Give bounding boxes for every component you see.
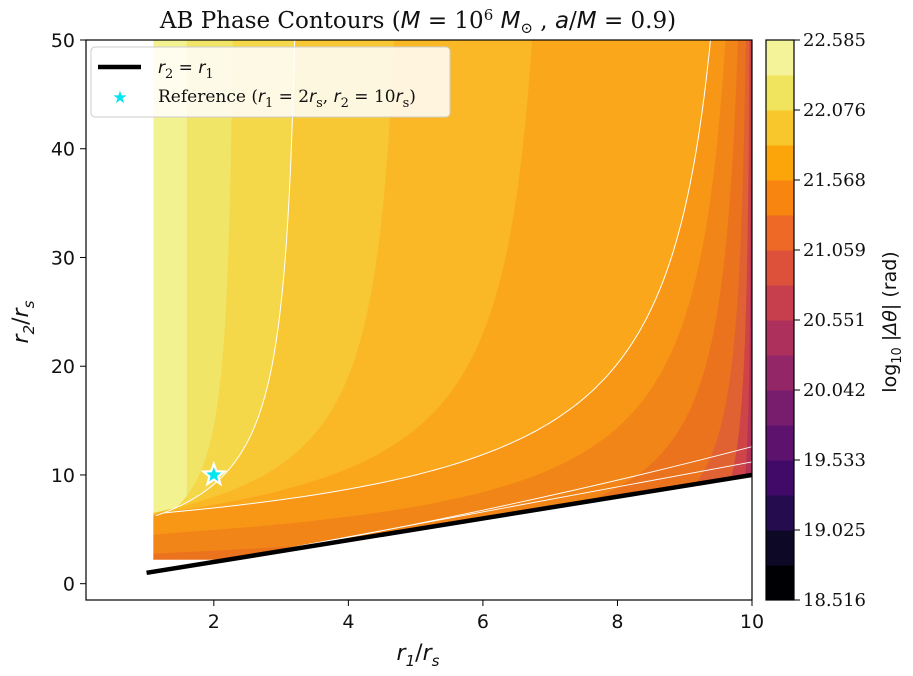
colorbar-level-0 <box>766 565 794 601</box>
y-tick-label: 0 <box>63 574 75 596</box>
colorbar-tick-label: 22.585 <box>803 30 866 51</box>
colorbar-tick-label: 21.568 <box>803 170 866 191</box>
colorbar-ticks: 18.516 19.025 19.533 20.042 20.551 21.059 21.5… <box>794 30 866 611</box>
chart-title: AB Phase Contours (M = 106 M⊙ , a/M = 0.… <box>159 6 676 37</box>
colorbar-tick-label: 19.025 <box>803 520 866 541</box>
colorbar-level-9 <box>766 250 794 286</box>
colorbar-level-7 <box>766 320 794 356</box>
plot-frame <box>85 39 753 601</box>
colorbar-tick-label: 20.551 <box>803 310 866 331</box>
colorbar-level-6 <box>766 355 794 391</box>
colorbar-level-5 <box>766 390 794 426</box>
y-tick-label: 20 <box>51 356 75 378</box>
contour-line-1 <box>163 40 712 514</box>
contour-bands <box>86 40 752 600</box>
x-tick-label: 4 <box>342 611 354 633</box>
colorbar-level-2 <box>766 495 794 531</box>
colorbar-level-4 <box>766 425 794 461</box>
colorbar-level-13 <box>766 110 794 146</box>
legend-entry-diagonal: r2 = r1 <box>158 58 214 82</box>
below-diagonal-mask <box>86 474 752 600</box>
colorbar-tick-label: 21.059 <box>803 240 866 261</box>
colorbar-tick-label: 20.042 <box>803 380 866 401</box>
y-tick-label: 30 <box>51 247 75 269</box>
colorbar-tick-label: 22.076 <box>803 100 866 121</box>
colorbar-level-11 <box>766 180 794 216</box>
legend-star-swatch: ★ <box>112 88 127 108</box>
x-tick-label: 10 <box>740 611 764 633</box>
y-axis-label: r2/rs <box>9 300 38 343</box>
y-tick-label: 10 <box>51 465 75 487</box>
legend-box <box>90 46 451 118</box>
colorbar-level-8 <box>766 285 794 321</box>
reference-star-marker <box>200 460 228 487</box>
contour-band-6 <box>146 40 752 573</box>
colorbar-level-14 <box>766 75 794 111</box>
colorbar-label: log10 |Δθ| (rad) <box>879 251 905 392</box>
colorbar-tick-label: 19.533 <box>803 450 866 471</box>
x-tick-label: 6 <box>477 611 489 633</box>
x-axis-label: r1/rs <box>397 641 440 670</box>
colorbar-level-15 <box>766 40 794 76</box>
colorbar-tick-label: 18.516 <box>803 590 866 611</box>
left-mask <box>86 40 154 560</box>
colorbar-level-10 <box>766 215 794 251</box>
y-tick-label: 50 <box>51 30 75 52</box>
contour-line-near-diag-1 <box>233 461 752 559</box>
legend: r2 = r1 ★ Reference (r1 = 2rs, r2 = 10rs… <box>90 46 451 118</box>
colorbar-level-1 <box>766 530 794 566</box>
plot-area <box>86 40 752 600</box>
colorbar-level-3 <box>766 460 794 496</box>
x-axis-ticks: 2 4 6 8 10 <box>208 600 764 633</box>
series-line-r2-eq-r1 <box>146 472 752 576</box>
legend-entry-reference: Reference (r1 = 2rs, r2 = 10rs) <box>158 87 416 111</box>
colorbar <box>766 40 794 601</box>
colorbar-level-12 <box>766 145 794 181</box>
y-axis-ticks: 0 10 20 30 40 50 <box>51 30 86 596</box>
x-tick-label: 2 <box>208 611 220 633</box>
y-tick-label: 40 <box>51 139 75 161</box>
x-tick-label: 8 <box>611 611 623 633</box>
